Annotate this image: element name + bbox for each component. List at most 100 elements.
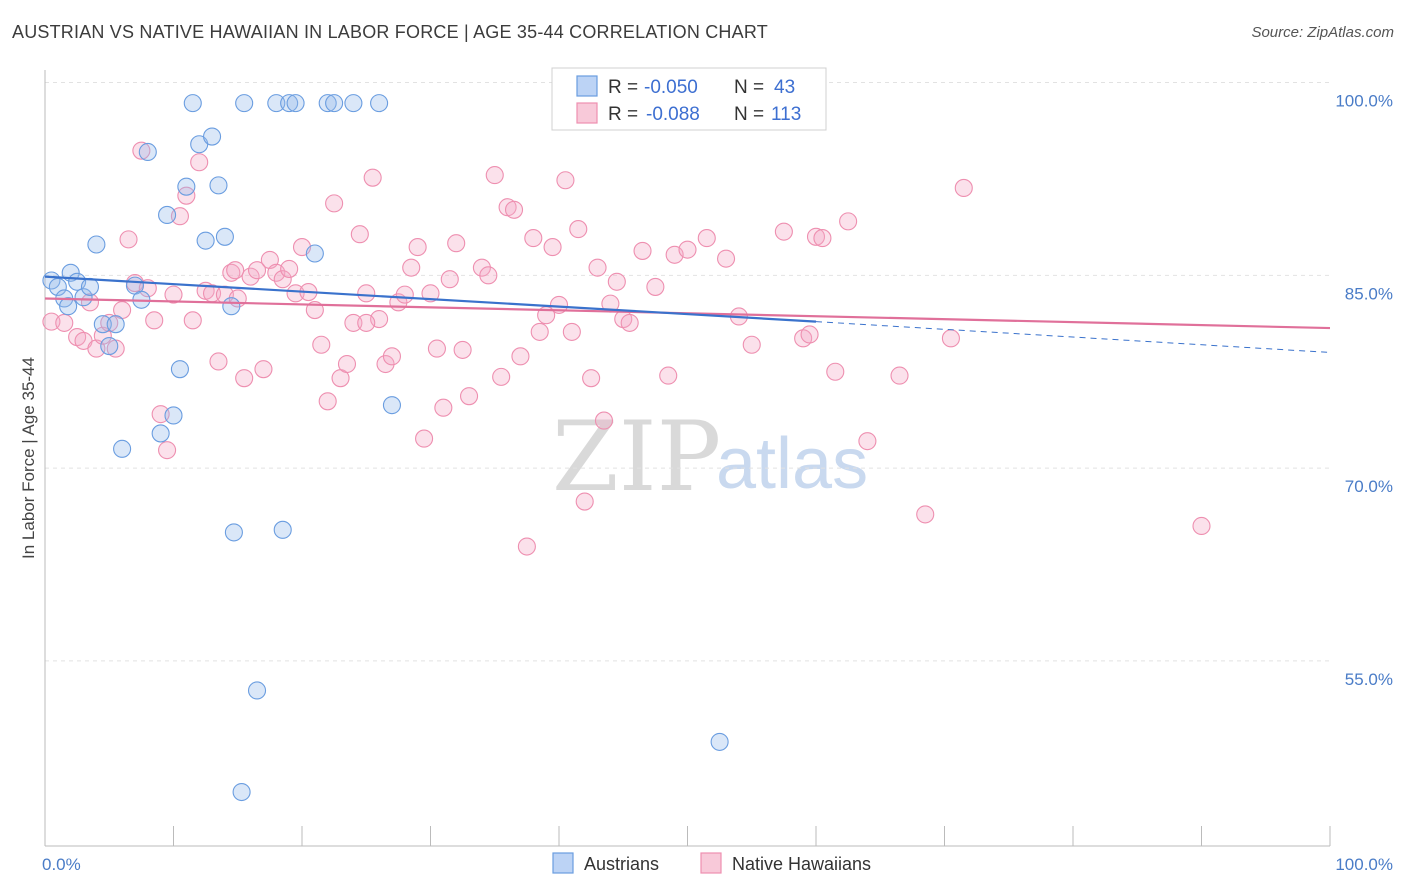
native-hawaiians-point — [235, 369, 254, 388]
austrians-point — [286, 94, 305, 113]
austrians-point — [318, 94, 337, 113]
austrians-point — [370, 94, 389, 113]
y-axis-label: In Labor Force | Age 35-44 — [19, 357, 38, 559]
native-hawaiians-point — [158, 441, 177, 460]
bottom-legend-native-hawaiians: Native Hawaiians — [732, 854, 871, 874]
bottom-legend-swatch-native-hawaiians — [700, 852, 722, 874]
native-hawaiians-point — [858, 432, 877, 451]
austrians-point — [232, 782, 251, 802]
native-hawaiians-point — [183, 311, 202, 330]
austrians-point — [170, 360, 189, 379]
native-hawaiians-point — [633, 241, 652, 260]
x-tick-label: 0.0% — [42, 855, 81, 874]
austrians-point — [325, 94, 344, 113]
native-hawaiians-point — [350, 225, 369, 244]
native-hawaiians-point — [453, 340, 472, 359]
austrians-point — [203, 127, 222, 146]
native-hawaiians-point — [318, 392, 337, 411]
native-hawaiians-point — [954, 178, 973, 198]
y-tick-labels: 100.0% 85.0% 70.0% 55.0% — [1335, 92, 1393, 689]
y-tick-label: 55.0% — [1345, 670, 1393, 689]
austrians-point — [87, 235, 106, 254]
austrians-point — [151, 424, 170, 443]
native-hawaiians-point — [890, 366, 909, 385]
native-hawaiians-point — [254, 360, 273, 379]
native-hawaiians-point — [800, 325, 819, 344]
native-hawaiians-point — [170, 207, 189, 226]
native-hawaiians-point — [916, 505, 935, 524]
native-hawaiians-point — [941, 329, 960, 348]
native-hawaiians-point — [427, 339, 446, 358]
native-hawaiians-point — [42, 312, 61, 331]
watermark-atlas: atlas — [716, 424, 868, 504]
legend-r-label-native-hawaiians: R = — [608, 104, 638, 125]
native-hawaiians-point — [337, 354, 357, 374]
native-hawaiians-point — [517, 537, 536, 556]
native-hawaiians-point — [1192, 516, 1211, 536]
austrians-point — [74, 288, 93, 307]
native-hawaiians-point — [145, 311, 164, 330]
native-hawaiians-point — [575, 492, 594, 511]
native-hawaiians-point — [440, 270, 459, 289]
austrians-point — [267, 94, 286, 113]
native-hawaiians-point — [826, 362, 845, 381]
austrians-trend-line — [44, 275, 817, 323]
austrians-point — [177, 177, 196, 196]
native-hawaiians-point — [280, 259, 299, 278]
native-hawaiians-point — [408, 238, 427, 257]
austrians-point — [273, 520, 292, 539]
native-hawaiians-point — [312, 335, 331, 354]
austrians-point — [164, 406, 183, 425]
native-hawaiians-point — [325, 194, 344, 213]
native-hawaiians-point — [485, 166, 504, 185]
austrians-point — [247, 681, 267, 700]
austrians-point — [100, 336, 119, 356]
austrians-point — [106, 315, 125, 334]
native-hawaiians-point — [588, 258, 607, 277]
native-hawaiians-point — [415, 429, 434, 448]
austrians-point — [138, 142, 157, 162]
austrians-point — [382, 396, 402, 415]
native-hawaiians-point — [402, 258, 421, 277]
native-hawaiians-point — [543, 238, 562, 257]
watermark-zip: ZIP — [552, 401, 721, 513]
austrians-point — [196, 231, 215, 250]
native-hawaiians-point — [594, 411, 614, 430]
native-hawaiians-point — [357, 313, 376, 332]
native-hawaiians-point — [556, 171, 575, 190]
axes — [44, 70, 1331, 847]
austrians-point — [305, 244, 324, 263]
austrians-point — [59, 297, 78, 316]
native-hawaiians-point — [344, 313, 363, 332]
legend-box: R = -0.050 N = 43 R = -0.088 N = 113 — [551, 67, 827, 131]
austrians-point — [222, 297, 241, 316]
native-hawaiians-point — [151, 405, 170, 424]
native-hawaiians-point — [209, 352, 228, 371]
y-tick-label: 70.0% — [1345, 477, 1393, 496]
legend-n-value-austrians: 43 — [774, 77, 795, 98]
native-hawaiians-point — [273, 270, 292, 289]
native-hawaiians-point — [697, 229, 716, 248]
native-hawaiians-point — [774, 222, 793, 241]
native-hawaiians-point — [742, 335, 761, 354]
x-tick-labels: 0.0% 100.0% — [42, 855, 1393, 874]
native-hawaiians-point — [492, 367, 511, 386]
native-hawaiians-point — [382, 347, 402, 366]
austrians-point — [209, 176, 228, 195]
native-hawaiians-point — [357, 284, 376, 303]
native-hawaiians-point — [504, 200, 524, 219]
native-hawaiians-point — [434, 398, 453, 417]
austrians-point — [80, 277, 100, 296]
austrians-point — [183, 94, 202, 113]
native-hawaiians-point — [716, 249, 736, 268]
native-hawaiians-point — [132, 141, 151, 160]
bottom-legend-swatch-austrians — [552, 852, 574, 874]
native-hawaiians-point — [620, 313, 639, 332]
legend-r-value-austrians: -0.050 — [644, 77, 698, 98]
austrians-point — [113, 439, 132, 458]
native-hawaiians-point — [286, 284, 305, 303]
source-label: Source: ZipAtlas.com — [1251, 24, 1394, 41]
native-hawaiians-point — [395, 285, 414, 304]
native-hawaiians-point — [447, 234, 466, 253]
austrians-point — [215, 227, 234, 246]
